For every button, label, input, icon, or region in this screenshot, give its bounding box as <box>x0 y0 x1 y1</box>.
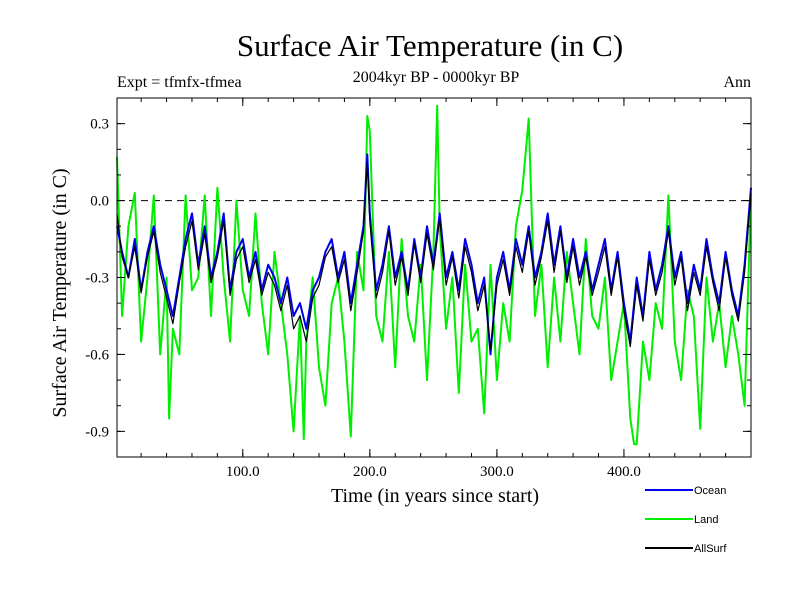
x-tick-label: 300.0 <box>480 464 514 480</box>
y-axis-ticks: 0.3 0.0 -0.3 -0.6 -0.9 <box>85 117 751 440</box>
legend-label-ocean: Ocean <box>694 485 726 497</box>
y-axis-label: Surface Air Temperature (in C) <box>49 168 71 417</box>
series-line-allsurf <box>116 161 752 350</box>
y-tick-label: -0.6 <box>85 347 109 363</box>
x-tick-label: 200.0 <box>353 464 387 480</box>
experiment-label: Expt = tfmfx-tfmea <box>117 74 242 91</box>
y-tick-label: 0.3 <box>90 117 109 133</box>
chart-title: Surface Air Temperature (in C) <box>237 28 623 63</box>
chart-subtitle: 2004kyr BP - 0000kyr BP <box>353 69 520 86</box>
legend-label-allsurf: AllSurf <box>694 543 727 555</box>
x-tick-label: 400.0 <box>607 464 641 480</box>
y-tick-label: -0.3 <box>85 271 109 287</box>
y-tick-label: 0.0 <box>90 194 109 210</box>
legend-label-land: Land <box>694 514 718 526</box>
x-axis-label: Time (in years since start) <box>331 485 539 507</box>
x-axis-ticks: 100.0 200.0 300.0 400.0 <box>226 98 641 480</box>
legend: Ocean Land AllSurf <box>645 485 727 555</box>
y-tick-label: -0.9 <box>85 424 109 440</box>
plot-area <box>116 104 752 446</box>
period-label: Ann <box>723 74 751 91</box>
series-line-ocean <box>116 153 752 356</box>
x-tick-label: 100.0 <box>226 464 260 480</box>
